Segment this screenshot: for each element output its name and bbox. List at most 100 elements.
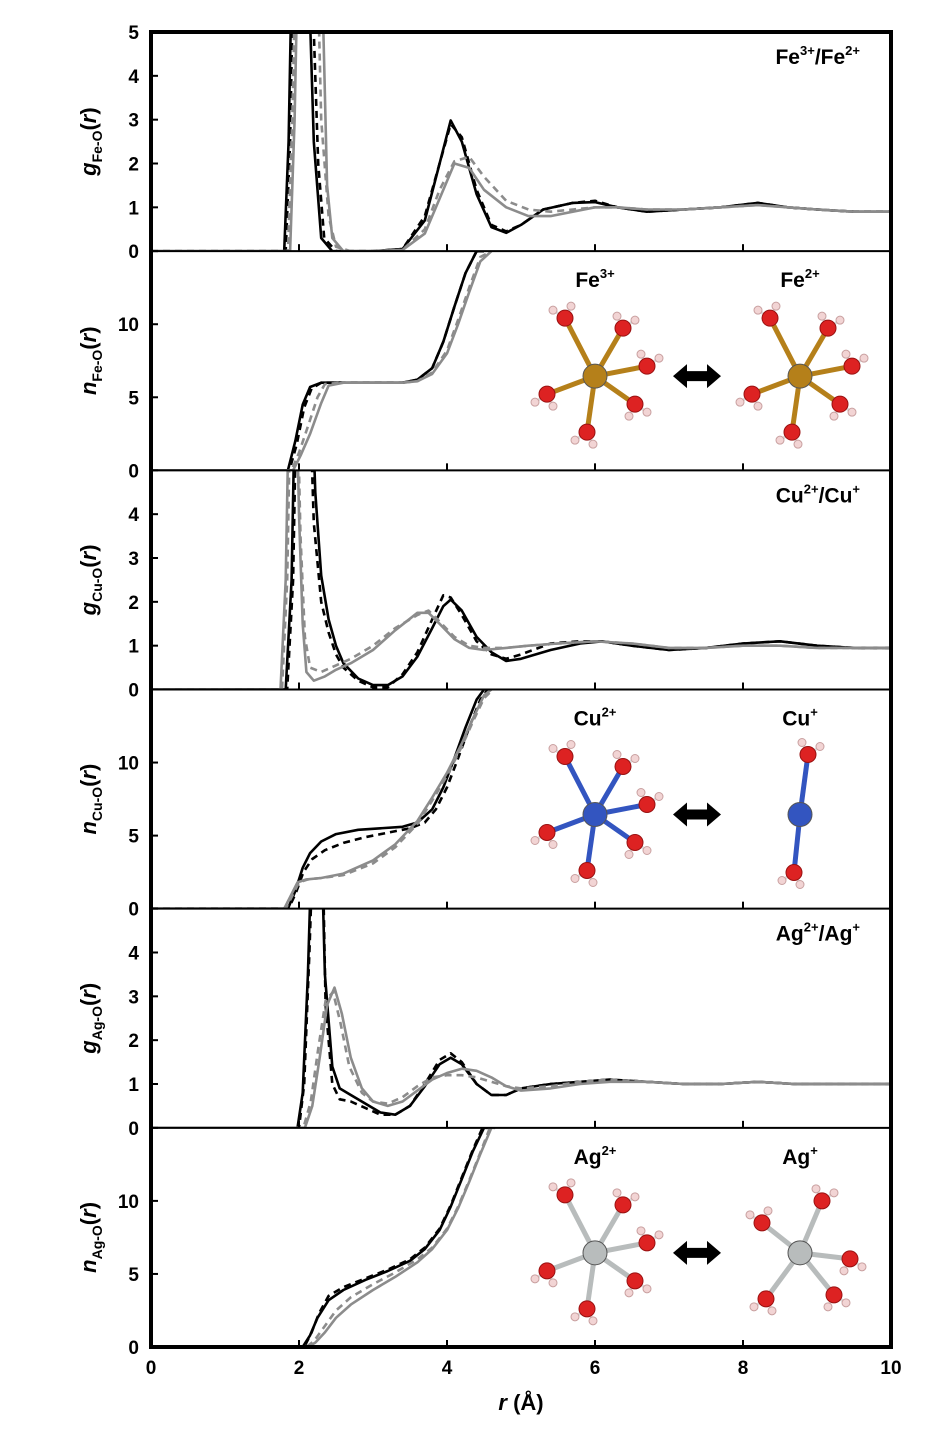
hydrogen-atom [588,439,598,449]
oxygen-atom [538,385,556,403]
oxygen-atom [556,1186,574,1204]
hydrogen-atom [636,1226,646,1236]
hydrogen-atom [793,439,803,449]
series-black_solid-line [151,251,484,471]
oxygen-atom [614,758,632,775]
hydrogen-atom [775,435,785,445]
molecule-diagram [530,301,664,449]
y-tick-label: 5 [128,1265,139,1286]
hydrogen-atom [548,744,558,753]
hydrogen-atom [771,301,781,311]
y-tick-label: 3 [128,549,139,570]
y-axis-label: nFe-O(r) [76,326,105,395]
ion-label: Fe3+ [575,266,615,292]
series-black_dashed-line [151,470,891,690]
molecule-diagram [735,301,869,449]
hydrogen-atom [612,311,622,321]
y-tick-label: 10 [118,1192,139,1213]
double-arrow-icon [673,802,721,827]
hydrogen-atom [566,301,576,311]
molecule-diagram [745,1184,867,1316]
hydrogen-atom [745,1210,755,1220]
y-tick-label: 2 [128,593,139,614]
y-tick-label: 0 [128,1338,139,1359]
series-black_dashed-line [151,1127,488,1348]
panel-title: Ag2+/Ag+ [776,920,861,946]
y-tick-label: 1 [128,1075,139,1096]
series-gray_solid-line [151,1127,496,1348]
hydrogen-atom [749,1302,759,1312]
panel-g_cu: 0 1 2 3 4 gCu-O(r) Cu2+/Cu+ [76,470,891,702]
oxygen-atom [556,748,574,765]
ion-label: Cu+ [782,705,818,731]
hydrogen-atom [847,407,857,417]
hydrogen-atom [570,874,580,883]
hydrogen-atom [636,788,646,797]
y-tick-label: 4 [128,67,139,88]
hydrogen-atom [859,353,869,363]
series-gray_dashed-line [151,32,891,252]
oxygen-atom [841,1250,859,1268]
panel-n_ag: 0 5 10 nAg-O(r) Ag2+ Ag+ [76,1127,867,1359]
hydrogen-atom [763,1206,773,1216]
panel-g_fe: 0 1 2 3 4 5 gFe-O(r) Fe3+/Fe2+ [76,23,891,263]
oxygen-atom [556,309,574,327]
y-tick-label: 2 [128,155,139,176]
metal-atom [787,802,813,827]
panel-title: Cu2+/Cu+ [776,481,861,507]
y-tick-label: 1 [128,637,139,658]
x-tick-label: 2 [294,1358,305,1379]
series-black_solid-line [151,689,486,909]
x-tick-label: 8 [738,1358,749,1379]
oxygen-atom [638,357,656,375]
series-black_solid-line [151,1127,488,1348]
hydrogen-atom [624,411,634,421]
ion-label: Fe2+ [780,266,820,292]
series-gray_dashed-line [151,251,493,471]
y-tick-label: 10 [118,315,139,336]
y-tick-label: 1 [128,198,139,219]
oxygen-atom [813,1192,831,1210]
y-tick-label: 2 [128,1031,139,1052]
oxygen-atom [578,423,596,441]
hydrogen-atom [588,1316,598,1326]
hydrogen-atom [829,411,839,421]
x-tick-label: 0 [146,1358,157,1379]
panel-n_fe: 0 5 10 nFe-O(r) Fe3+ Fe2+ [76,251,869,482]
oxygen-atom [757,1290,775,1308]
hydrogen-atom [612,750,622,759]
hydrogen-atom [570,1312,580,1322]
oxygen-atom [626,1272,644,1290]
y-axis-label: nCu-O(r) [76,764,105,835]
series-gray_dashed-line [151,689,494,909]
oxygen-atom [578,862,596,879]
hydrogen-atom [795,880,805,889]
hydrogen-atom [753,401,763,411]
metal-atom [582,363,608,389]
y-tick-label: 4 [128,505,139,526]
oxygen-atom [831,395,849,413]
ion-label: Ag2+ [574,1143,617,1169]
molecule-diagram [777,738,825,889]
y-tick-label: 3 [128,987,139,1008]
hydrogen-atom [612,1188,622,1198]
hydrogen-atom [530,397,540,407]
hydrogen-atom [642,846,652,855]
series-gray_solid-line [151,470,891,690]
metal-atom [582,802,608,827]
y-tick-label: 0 [128,900,139,921]
y-tick-label: 5 [128,827,139,848]
oxygen-atom [638,796,656,813]
ion-label: Ag+ [782,1143,818,1169]
hydrogen-atom [835,315,845,325]
hydrogen-atom [654,353,664,363]
metal-atom [787,1240,813,1266]
hydrogen-atom [841,349,851,359]
oxygen-atom [743,385,761,403]
hydrogen-atom [530,1274,540,1284]
panel-g_ag: 0 1 2 3 4 gAg-O(r) Ag2+/Ag+ [76,908,891,1140]
hydrogen-atom [570,435,580,445]
panel-n_cu: 0 5 10 nCu-O(r) Cu2+ Cu+ [76,689,825,921]
hydrogen-atom [642,1284,652,1294]
